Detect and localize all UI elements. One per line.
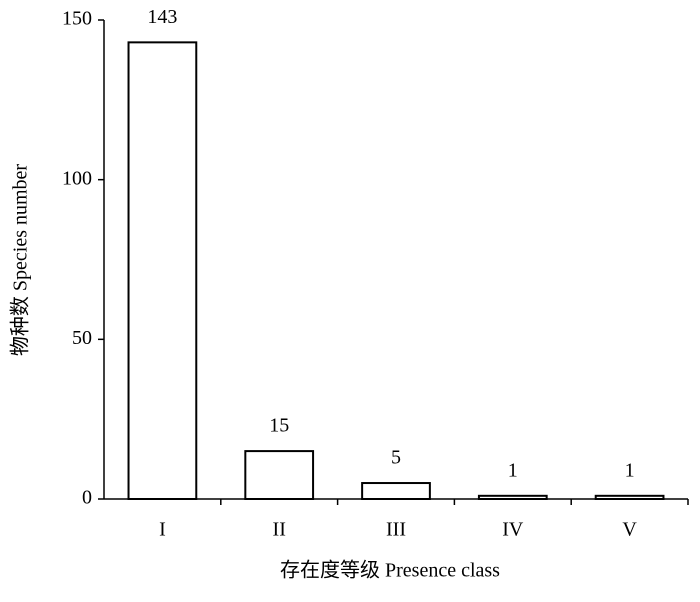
x-tick-label: III: [386, 519, 406, 541]
y-axis-label: 物种数 Species number: [9, 164, 32, 357]
bar: [127, 41, 198, 500]
y-tick-label: 150: [62, 8, 92, 30]
x-tick-label: I: [159, 519, 166, 541]
bar: [244, 450, 315, 501]
bar: [594, 494, 665, 501]
y-tick-label: 50: [72, 327, 92, 349]
value-label: 143: [147, 6, 177, 28]
x-tick-label: II: [273, 519, 286, 541]
bar: [477, 494, 548, 501]
x-axis-label: 存在度等级 Presence class: [280, 559, 500, 582]
value-label: 5: [391, 447, 401, 469]
bar: [361, 482, 431, 500]
value-label: 1: [508, 459, 518, 481]
y-tick-label: 100: [62, 167, 92, 189]
value-label: 15: [269, 415, 289, 437]
x-tick-label: IV: [502, 519, 524, 541]
x-tick-label: V: [622, 519, 637, 541]
value-label: 1: [625, 459, 635, 481]
y-tick-label: 0: [82, 487, 92, 509]
